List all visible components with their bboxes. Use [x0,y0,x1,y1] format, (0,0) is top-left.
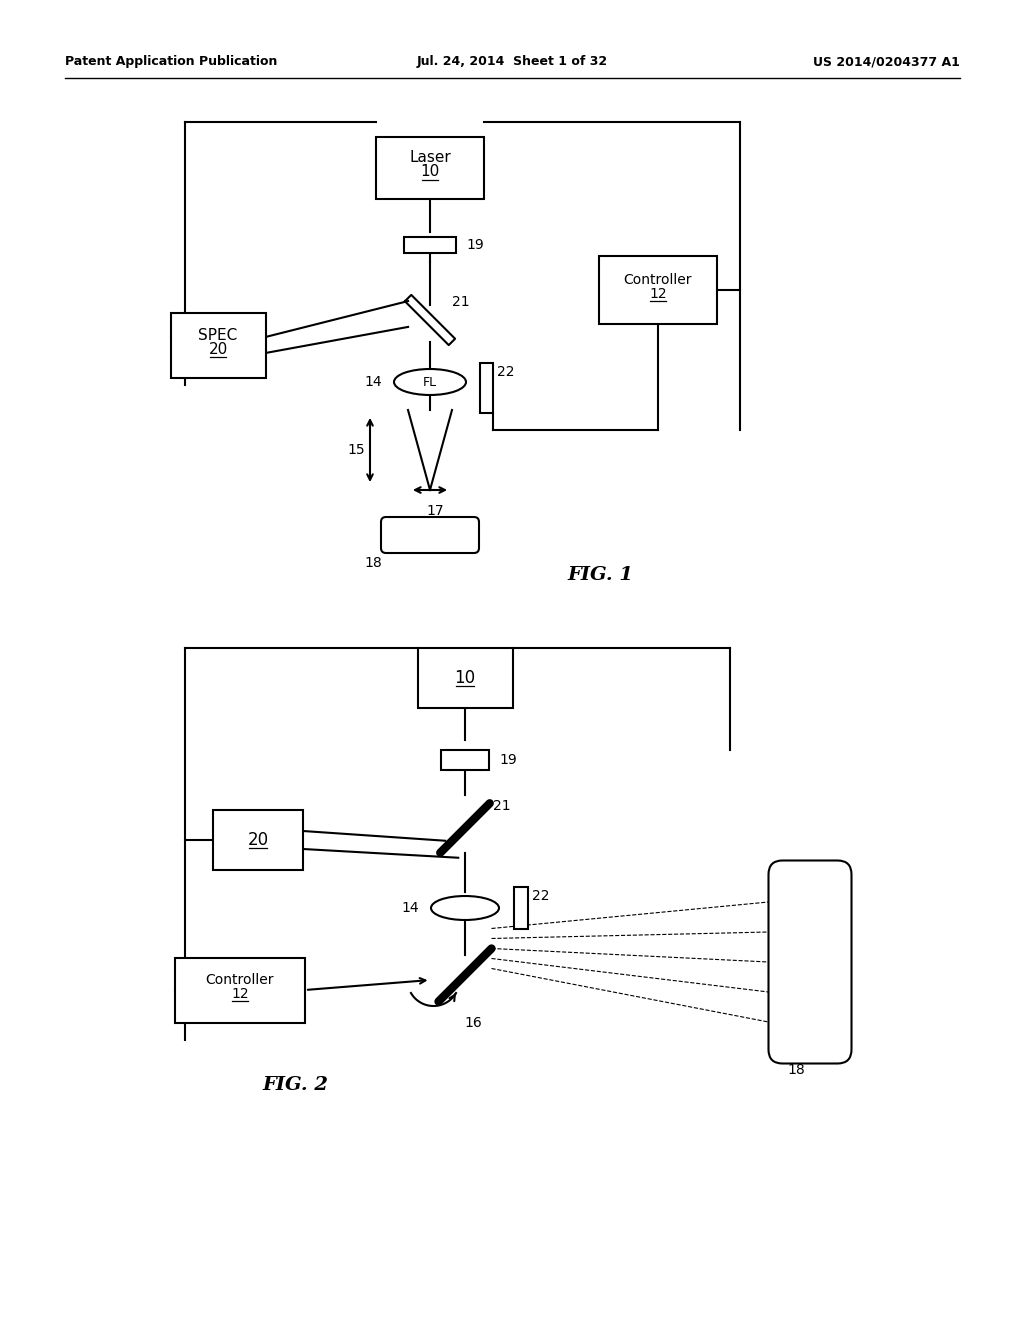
Text: Laser: Laser [410,150,451,165]
Bar [514,887,528,929]
Text: 19: 19 [499,752,517,767]
Bar [175,957,305,1023]
Ellipse shape [431,896,499,920]
Text: 21: 21 [493,799,511,813]
Text: 20: 20 [248,832,268,849]
FancyBboxPatch shape [381,517,479,553]
Text: 22: 22 [532,888,550,903]
Bar [376,137,484,199]
Bar [404,238,456,253]
Text: 17: 17 [426,504,443,517]
Text: 18: 18 [787,1064,805,1077]
Text: FL: FL [423,375,437,388]
Bar [213,810,303,870]
Bar [599,256,717,323]
Text: 15: 15 [347,444,365,457]
Text: 14: 14 [365,375,382,389]
Bar [479,363,493,413]
Text: 16: 16 [464,1015,482,1030]
Bar [171,313,265,378]
Ellipse shape [394,370,466,395]
Text: 12: 12 [649,286,667,301]
Text: FIG. 2: FIG. 2 [262,1076,328,1094]
Text: Patent Application Publication: Patent Application Publication [65,55,278,69]
Text: 20: 20 [208,342,227,356]
Text: 12: 12 [231,987,249,1001]
Text: US 2014/0204377 A1: US 2014/0204377 A1 [813,55,961,69]
Text: 10: 10 [421,165,439,180]
Text: 19: 19 [466,238,483,252]
FancyBboxPatch shape [768,861,852,1064]
Bar [441,750,489,770]
Text: Jul. 24, 2014  Sheet 1 of 32: Jul. 24, 2014 Sheet 1 of 32 [417,55,607,69]
Text: 14: 14 [401,902,419,915]
Bar [418,648,512,708]
Text: 22: 22 [497,366,514,379]
Text: 21: 21 [452,294,470,309]
Text: Controller: Controller [206,973,274,987]
Text: 18: 18 [365,556,382,570]
Text: 10: 10 [455,669,475,686]
Text: Controller: Controller [624,273,692,286]
Text: FIG. 1: FIG. 1 [567,566,633,583]
Text: SPEC: SPEC [199,327,238,342]
